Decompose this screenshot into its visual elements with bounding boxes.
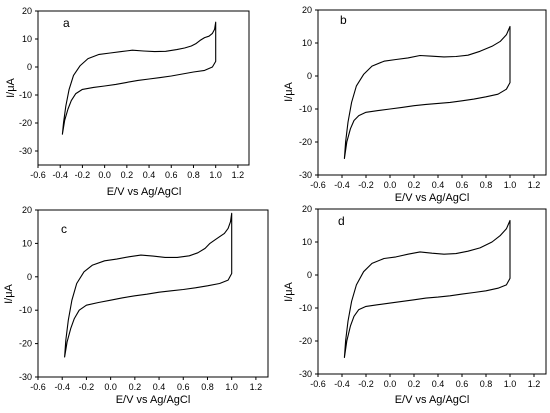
x-axis-label-a: E/V vs Ag/AgCl — [107, 186, 182, 198]
x-tick-label-c-2: -0.2 — [79, 382, 95, 392]
y-tick-label-b-5: -30 — [299, 170, 312, 180]
x-ticks-a: -0.6 -0.4 -0.2 0.0 0.2 0.4 0.6 0.8 1.0 1.2 — [30, 165, 244, 180]
y-tick-label-c-4: -20 — [19, 339, 32, 349]
y-tick-label-d-3: -10 — [299, 303, 312, 313]
y-ticks-a: 20 10 0 -10 -20 -30 — [19, 6, 38, 156]
y-tick-label-a-0: 20 — [22, 6, 32, 16]
panel-letter-d: d — [338, 214, 345, 228]
y-axis-label-d: I/μA — [283, 281, 295, 301]
x-tick-label-b-6: 0.6 — [456, 180, 469, 190]
plot-frame-b — [317, 9, 547, 176]
y-tick-label-b-0: 20 — [302, 5, 312, 15]
y-ticks-d: 20 10 0 -10 -20 -30 — [299, 204, 318, 379]
x-tick-label-d-1: -0.4 — [334, 379, 350, 389]
x-tick-label-c-9: 1.2 — [250, 382, 263, 392]
y-tick-label-d-5: -30 — [299, 369, 312, 379]
y-tick-label-c-1: 10 — [22, 238, 32, 248]
x-tick-label-b-4: 0.2 — [408, 180, 421, 190]
x-tick-label-d-3: 0.0 — [384, 379, 397, 389]
x-tick-label-c-1: -0.4 — [54, 382, 70, 392]
x-tick-label-c-6: 0.6 — [177, 382, 190, 392]
x-tick-label-d-4: 0.2 — [408, 379, 421, 389]
panel-letter-c: c — [61, 222, 67, 236]
x-tick-label-b-7: 0.8 — [480, 180, 493, 190]
x-tick-label-d-8: 1.0 — [504, 379, 517, 389]
x-tick-label-a-7: 0.8 — [187, 170, 200, 180]
y-tick-label-b-2: 0 — [307, 71, 312, 81]
y-tick-label-a-2: 0 — [27, 62, 32, 72]
x-tick-label-b-3: 0.0 — [384, 180, 397, 190]
cv-curve-d — [343, 219, 511, 359]
panel-a: -0.6 -0.4 -0.2 0.0 0.2 0.4 0.6 0.8 1.0 1.2 20 10 0 -… — [5, 6, 250, 198]
panel-d: -0.6 -0.4 -0.2 0.0 0.2 0.4 0.6 0.8 1.0 1.2 20 10 0 -… — [283, 204, 547, 406]
x-tick-label-a-3: 0.0 — [98, 170, 111, 180]
x-tick-label-b-5: 0.4 — [432, 180, 445, 190]
plot-frame-d — [317, 208, 547, 375]
y-tick-label-d-2: 0 — [307, 270, 312, 280]
x-tick-label-d-9: 1.2 — [528, 379, 541, 389]
x-tick-label-c-8: 1.0 — [225, 382, 238, 392]
x-tick-label-a-1: -0.4 — [52, 170, 68, 180]
x-tick-label-d-7: 0.8 — [480, 379, 493, 389]
x-ticks-c: -0.6 -0.4 -0.2 0.0 0.2 0.4 0.6 0.8 1.0 1.2 — [30, 377, 262, 392]
x-tick-label-a-6: 0.6 — [165, 170, 178, 180]
y-axis-label-c: I/μA — [3, 283, 15, 303]
x-tick-label-b-1: -0.4 — [334, 180, 350, 190]
x-tick-label-c-7: 0.8 — [201, 382, 214, 392]
x-tick-label-d-0: -0.6 — [310, 379, 326, 389]
y-axis-label-b: I/μA — [283, 81, 295, 101]
panel-b: -0.6 -0.4 -0.2 0.0 0.2 0.4 0.6 0.8 1.0 1.2 20 10 0 -… — [283, 5, 547, 204]
y-tick-label-d-0: 20 — [302, 204, 312, 214]
y-tick-label-d-4: -20 — [299, 336, 312, 346]
y-tick-label-c-2: 0 — [27, 272, 32, 282]
y-tick-label-c-0: 20 — [22, 205, 32, 215]
y-tick-label-a-4: -20 — [19, 118, 32, 128]
x-tick-label-d-6: 0.6 — [456, 379, 469, 389]
x-tick-label-b-2: -0.2 — [358, 180, 374, 190]
y-ticks-b: 20 10 0 -10 -20 -30 — [299, 5, 318, 180]
cv-curve-b — [343, 25, 511, 160]
y-ticks-c: 20 10 0 -10 -20 -30 — [19, 205, 38, 382]
x-tick-label-d-5: 0.4 — [432, 379, 445, 389]
x-ticks-d: -0.6 -0.4 -0.2 0.0 0.2 0.4 0.6 0.8 1.0 1.2 — [310, 374, 540, 389]
y-tick-label-b-4: -20 — [299, 137, 312, 147]
x-axis-label-c: E/V vs Ag/AgCl — [116, 394, 191, 406]
x-tick-label-d-2: -0.2 — [358, 379, 374, 389]
x-tick-label-a-0: -0.6 — [30, 170, 46, 180]
y-tick-label-c-5: -30 — [19, 372, 32, 382]
x-tick-label-a-4: 0.2 — [121, 170, 134, 180]
x-tick-label-c-5: 0.4 — [153, 382, 166, 392]
x-tick-label-c-4: 0.2 — [129, 382, 142, 392]
x-tick-label-a-9: 1.2 — [232, 170, 245, 180]
y-tick-label-b-3: -10 — [299, 104, 312, 114]
x-tick-label-b-0: -0.6 — [310, 180, 326, 190]
y-tick-label-a-1: 10 — [22, 34, 32, 44]
x-tick-label-b-9: 1.2 — [528, 180, 541, 190]
x-tick-label-c-0: -0.6 — [30, 382, 46, 392]
x-tick-label-b-8: 1.0 — [504, 180, 517, 190]
x-tick-label-a-5: 0.4 — [143, 170, 156, 180]
x-axis-label-d: E/V vs Ag/AgCl — [395, 394, 470, 406]
y-tick-label-b-1: 10 — [302, 38, 312, 48]
x-ticks-b: -0.6 -0.4 -0.2 0.0 0.2 0.4 0.6 0.8 1.0 1.2 — [310, 175, 540, 190]
cv-curve-c — [64, 212, 233, 358]
plot-frame-c — [37, 209, 269, 378]
x-tick-label-a-2: -0.2 — [75, 170, 91, 180]
panel-letter-a: a — [63, 16, 70, 30]
y-tick-label-c-3: -10 — [19, 305, 32, 315]
y-axis-label-a: I/μA — [5, 77, 17, 97]
x-axis-label-b: E/V vs Ag/AgCl — [395, 192, 470, 204]
x-tick-label-a-8: 1.0 — [209, 170, 222, 180]
panel-letter-b: b — [340, 13, 347, 27]
y-tick-label-a-5: -30 — [19, 146, 32, 156]
y-tick-label-a-3: -10 — [19, 90, 32, 100]
y-tick-label-d-1: 10 — [302, 237, 312, 247]
cv-curve-a — [61, 21, 217, 135]
x-tick-label-c-3: 0.0 — [104, 382, 117, 392]
panel-c: -0.6 -0.4 -0.2 0.0 0.2 0.4 0.6 0.8 1.0 1.2 20 10 0 -… — [3, 205, 269, 406]
plot-frame-a — [37, 10, 250, 166]
